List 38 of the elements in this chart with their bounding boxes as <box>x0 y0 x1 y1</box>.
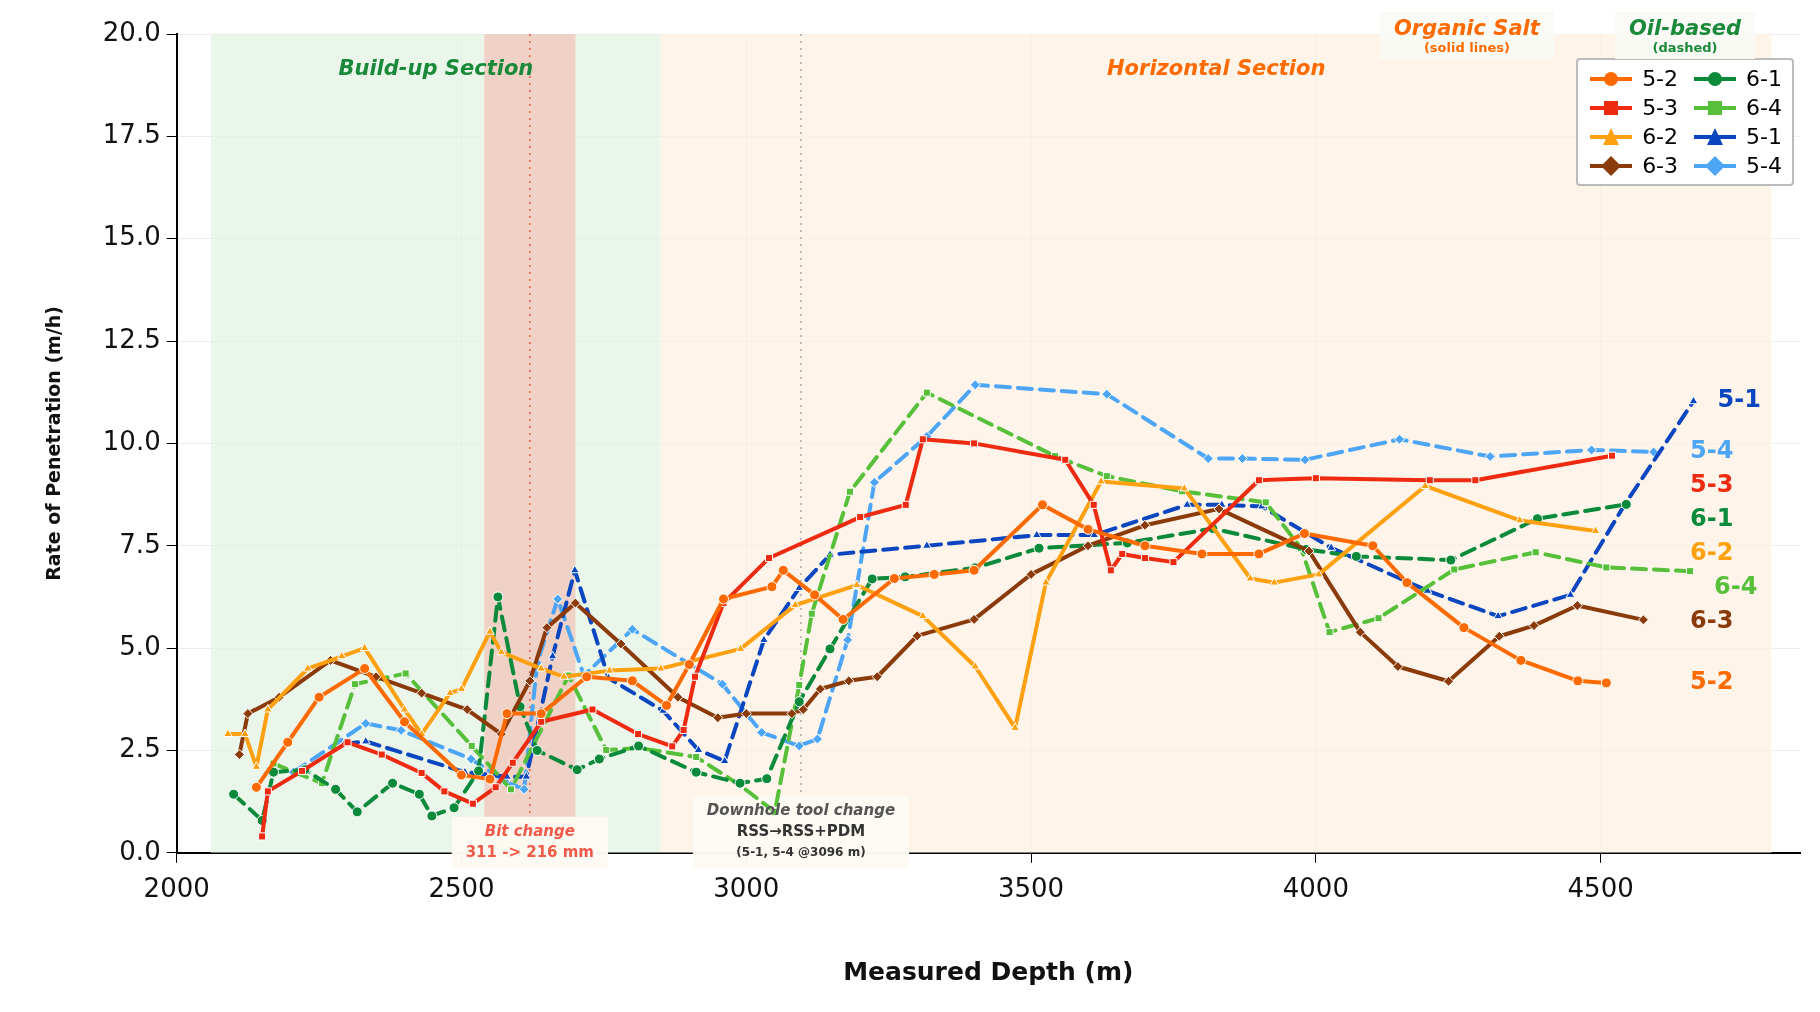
text: 5-4 <box>1690 436 1734 465</box>
y-tick-label: 10.0 <box>102 426 161 457</box>
annotation: Organic Salt (solid lines) <box>1380 12 1554 59</box>
legend-label: 5-1 <box>1746 124 1782 149</box>
y-tick-label: 15.0 <box>102 221 161 252</box>
band-label: Horizontal Section <box>1107 56 1326 81</box>
x-tick-label: 3500 <box>997 873 1065 904</box>
text: 6-4 <box>1714 572 1758 601</box>
ref-line-label: Bit change 311 -> 216 mm <box>465 821 594 861</box>
legend-label: 6-4 <box>1746 95 1782 120</box>
y-tick-label: 12.5 <box>102 323 161 354</box>
legend-label: 5-3 <box>1642 95 1679 120</box>
text: 5-2 <box>1690 667 1734 696</box>
legend-label: 6-3 <box>1642 153 1679 178</box>
y-tick-label: 20.0 <box>102 16 161 47</box>
text: 6-1 <box>1690 504 1734 533</box>
x-tick-label: 2000 <box>143 873 210 904</box>
text: 5-3 <box>1690 470 1734 499</box>
y-tick-label: 0.0 <box>119 835 161 866</box>
x-axis-title: Measured Depth (m) <box>843 956 1134 986</box>
text: 5-1 <box>1717 385 1761 414</box>
band-label: Build-up Section <box>338 56 534 81</box>
y-tick-label: 5.0 <box>119 630 161 661</box>
y-axis-title: Rate of Penetration (m/h) <box>42 305 65 581</box>
x-tick-label: 2500 <box>428 873 495 904</box>
text: 6-2 <box>1690 538 1734 567</box>
y-tick-label: 17.5 <box>102 119 161 150</box>
legend-label: 5-4 <box>1746 153 1782 178</box>
y-tick-label: 7.5 <box>119 528 161 559</box>
legend-label: 5-2 <box>1642 66 1679 91</box>
x-tick-label: 3000 <box>713 873 780 904</box>
x-tick-label: 4500 <box>1567 873 1634 904</box>
legend-label: 6-1 <box>1746 66 1782 91</box>
x-tick-label: 4000 <box>1282 873 1349 904</box>
text: 6-3 <box>1690 606 1734 635</box>
y-tick-label: 2.5 <box>119 733 161 764</box>
annotation: Oil-based (dashed) <box>1615 12 1755 59</box>
legend-label: 6-2 <box>1642 124 1679 149</box>
